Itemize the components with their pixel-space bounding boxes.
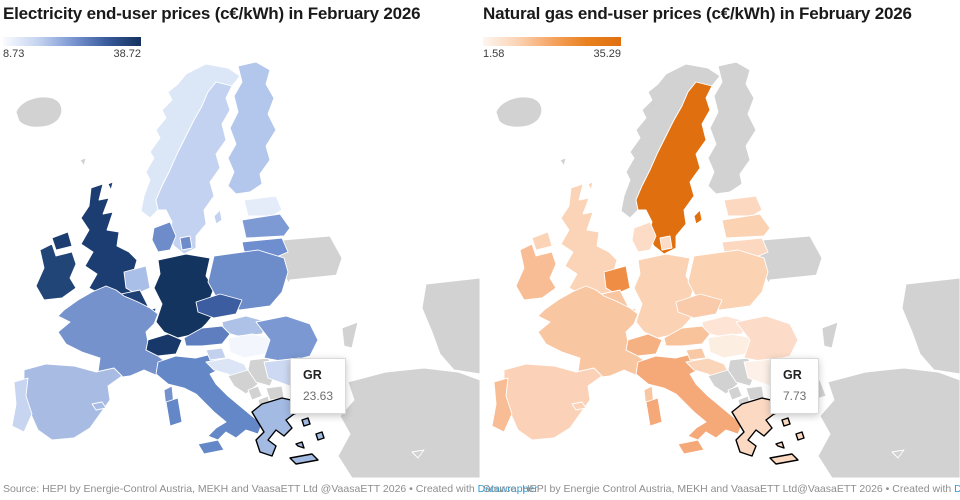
country-gr[interactable] — [251, 397, 325, 465]
country-it-sicily[interactable] — [677, 439, 705, 455]
country-me[interactable] — [727, 385, 743, 401]
country-es-balearics[interactable] — [571, 401, 587, 411]
country-it-sicily[interactable] — [197, 439, 225, 455]
panel-gas: Natural gas end-user prices (c€/kWh) in … — [480, 0, 960, 500]
gas-footer: Source: HEPI by Energie Control Austria,… — [483, 483, 960, 495]
country-gr[interactable] — [731, 397, 805, 465]
tooltip-country-code: GR — [783, 368, 802, 382]
country-me[interactable] — [247, 385, 263, 401]
electricity-map[interactable] — [0, 60, 480, 478]
country-gb-shetland[interactable] — [107, 181, 114, 191]
country-ie[interactable] — [515, 243, 557, 301]
country-ch[interactable] — [145, 333, 183, 357]
europe-choropleth-map — [11, 61, 480, 478]
country-dk[interactable] — [151, 221, 177, 253]
gas-legend-min: 1.58 — [483, 48, 505, 60]
country-lv[interactable] — [241, 213, 291, 239]
country-dk-zealand[interactable] — [659, 235, 673, 251]
electricity-legend-max: 38.72 — [113, 48, 141, 60]
country-nl[interactable] — [603, 265, 631, 295]
electricity-footer: Source: HEPI by Energie-Control Austria,… — [3, 483, 538, 495]
tooltip-value: 7.73 — [783, 389, 807, 403]
source-text: Source: HEPI by Energie Control Austria,… — [483, 483, 955, 495]
gas-tooltip: GR 7.73 — [770, 358, 820, 414]
country-es[interactable] — [503, 363, 603, 441]
country-lv[interactable] — [721, 213, 771, 239]
country-se[interactable] — [635, 81, 713, 255]
country-md[interactable] — [341, 321, 359, 349]
country-es-balearics[interactable] — [91, 401, 107, 411]
country-ro[interactable] — [255, 315, 319, 363]
europe-choropleth-map — [491, 61, 960, 478]
country-gb-shetland[interactable] — [587, 181, 594, 191]
country-pt[interactable] — [11, 377, 33, 433]
country-ro[interactable] — [735, 315, 799, 363]
country-cz[interactable] — [675, 293, 723, 319]
country-se-gotland[interactable] — [693, 209, 703, 225]
country-si[interactable] — [205, 347, 227, 361]
country-pl[interactable] — [687, 249, 769, 311]
gas-legend: 1.58 35.29 — [483, 37, 621, 60]
country-ru[interactable] — [421, 277, 480, 375]
country-si[interactable] — [685, 347, 707, 361]
country-it-sardinia[interactable] — [645, 397, 663, 427]
datawrapper-link[interactable]: Datawrapper — [477, 483, 538, 495]
country-it-sardinia[interactable] — [165, 397, 183, 427]
electricity-title: Electricity end-user prices (c€/kWh) in … — [3, 4, 421, 23]
country-tr[interactable] — [337, 367, 480, 478]
country-fo[interactable] — [79, 157, 87, 167]
country-md[interactable] — [821, 321, 839, 349]
source-text: Source: HEPI by Energie-Control Austria,… — [3, 483, 478, 495]
country-se-gotland[interactable] — [213, 209, 223, 225]
country-fi[interactable] — [227, 61, 277, 195]
panel-electricity: Electricity end-user prices (c€/kWh) in … — [0, 4, 538, 495]
country-is[interactable] — [495, 96, 543, 128]
country-fi[interactable] — [707, 61, 757, 195]
country-fr[interactable] — [537, 285, 651, 379]
country-ee[interactable] — [243, 195, 283, 217]
gas-legend-max: 35.29 — [593, 48, 621, 60]
country-ee[interactable] — [723, 195, 763, 217]
country-cy[interactable] — [411, 449, 425, 459]
country-pl[interactable] — [207, 249, 289, 311]
country-tr[interactable] — [817, 367, 960, 478]
country-gb-ni[interactable] — [51, 231, 73, 251]
country-nl[interactable] — [123, 265, 151, 295]
country-dk-zealand[interactable] — [179, 235, 193, 251]
electricity-legend: 8.73 38.72 — [3, 37, 141, 60]
country-cz[interactable] — [195, 293, 243, 319]
electricity-legend-gradient-bar — [3, 37, 141, 46]
electricity-tooltip: GR 23.63 — [290, 358, 347, 414]
gas-legend-gradient-bar — [483, 37, 621, 46]
country-at[interactable] — [183, 325, 231, 347]
country-ie[interactable] — [35, 243, 77, 301]
country-fo[interactable] — [559, 157, 567, 167]
country-gb-ni[interactable] — [531, 231, 553, 251]
country-is[interactable] — [15, 96, 63, 128]
country-dk[interactable] — [631, 221, 657, 253]
country-cy[interactable] — [891, 449, 905, 459]
gas-map[interactable] — [480, 60, 960, 478]
tooltip-value: 23.63 — [303, 389, 334, 403]
country-at[interactable] — [663, 325, 711, 347]
tooltip-country-code: GR — [303, 368, 322, 382]
country-se[interactable] — [155, 81, 233, 255]
country-fr[interactable] — [57, 285, 171, 379]
datawrapper-link[interactable]: Datawrapper — [954, 483, 960, 495]
country-ru[interactable] — [901, 277, 960, 375]
country-es[interactable] — [23, 363, 123, 441]
gas-title: Natural gas end-user prices (c€/kWh) in … — [483, 4, 912, 23]
country-de[interactable] — [153, 253, 215, 339]
country-ch[interactable] — [625, 333, 663, 357]
electricity-legend-min: 8.73 — [3, 48, 25, 60]
country-pt[interactable] — [491, 377, 513, 433]
country-de[interactable] — [633, 253, 695, 339]
